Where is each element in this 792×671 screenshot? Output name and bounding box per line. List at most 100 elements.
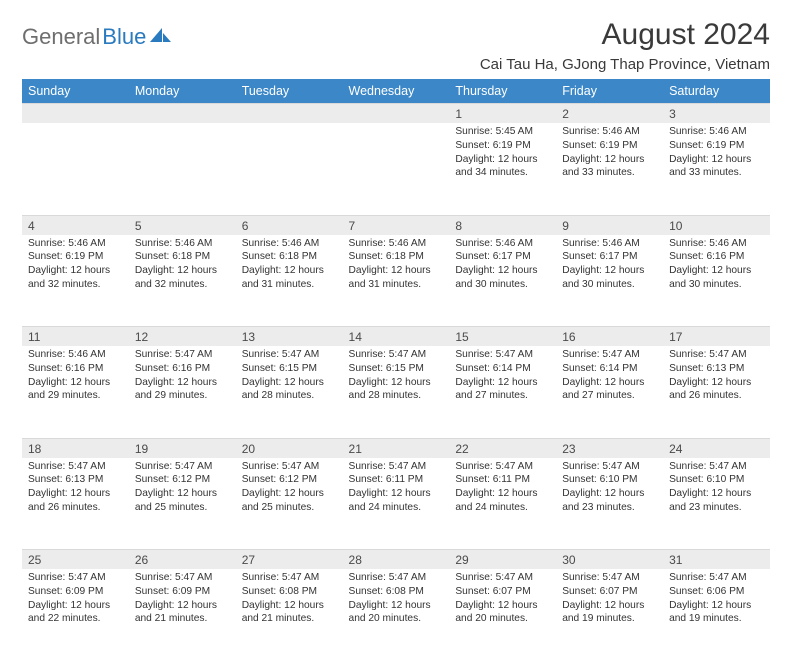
daylight-text: Daylight: 12 hours and 29 minutes.	[135, 376, 230, 404]
sunrise-text: Sunrise: 5:47 AM	[242, 460, 337, 474]
daylight-text: Daylight: 12 hours and 23 minutes.	[669, 487, 764, 515]
sunset-text: Sunset: 6:18 PM	[242, 250, 337, 264]
day-number: 29	[449, 550, 556, 570]
day-number-row: 123	[22, 104, 770, 124]
sunset-text: Sunset: 6:19 PM	[669, 139, 764, 153]
daylight-text: Daylight: 12 hours and 21 minutes.	[242, 599, 337, 627]
sunrise-text: Sunrise: 5:47 AM	[562, 460, 657, 474]
sunrise-text: Sunrise: 5:47 AM	[135, 571, 230, 585]
day-cell: Sunrise: 5:47 AMSunset: 6:13 PMDaylight:…	[663, 346, 770, 438]
day-cell: Sunrise: 5:47 AMSunset: 6:11 PMDaylight:…	[343, 458, 450, 550]
day-number: 5	[129, 215, 236, 235]
month-title: August 2024	[480, 18, 770, 52]
sunset-text: Sunset: 6:10 PM	[669, 473, 764, 487]
sunset-text: Sunset: 6:16 PM	[28, 362, 123, 376]
weekday-header: Wednesday	[343, 79, 450, 104]
daylight-text: Daylight: 12 hours and 30 minutes.	[562, 264, 657, 292]
day-number: 31	[663, 550, 770, 570]
daylight-text: Daylight: 12 hours and 28 minutes.	[242, 376, 337, 404]
sunset-text: Sunset: 6:13 PM	[28, 473, 123, 487]
sunrise-text: Sunrise: 5:47 AM	[455, 571, 550, 585]
day-cell: Sunrise: 5:45 AMSunset: 6:19 PMDaylight:…	[449, 123, 556, 215]
day-number: 27	[236, 550, 343, 570]
brand-logo: GeneralBlue	[22, 18, 172, 50]
day-cell: Sunrise: 5:47 AMSunset: 6:08 PMDaylight:…	[343, 569, 450, 661]
day-cell: Sunrise: 5:46 AMSunset: 6:17 PMDaylight:…	[556, 235, 663, 327]
weekday-header: Monday	[129, 79, 236, 104]
day-number: 3	[663, 104, 770, 124]
day-number: 2	[556, 104, 663, 124]
day-number: 24	[663, 438, 770, 458]
day-cell	[343, 123, 450, 215]
daylight-text: Daylight: 12 hours and 27 minutes.	[562, 376, 657, 404]
sunset-text: Sunset: 6:17 PM	[562, 250, 657, 264]
day-cell: Sunrise: 5:47 AMSunset: 6:15 PMDaylight:…	[343, 346, 450, 438]
day-number: 21	[343, 438, 450, 458]
day-cell: Sunrise: 5:47 AMSunset: 6:10 PMDaylight:…	[556, 458, 663, 550]
daylight-text: Daylight: 12 hours and 25 minutes.	[242, 487, 337, 515]
sunrise-text: Sunrise: 5:46 AM	[669, 125, 764, 139]
sunset-text: Sunset: 6:08 PM	[242, 585, 337, 599]
sunrise-text: Sunrise: 5:47 AM	[669, 348, 764, 362]
sunset-text: Sunset: 6:11 PM	[455, 473, 550, 487]
sunrise-text: Sunrise: 5:46 AM	[28, 237, 123, 251]
daylight-text: Daylight: 12 hours and 19 minutes.	[562, 599, 657, 627]
sunset-text: Sunset: 6:13 PM	[669, 362, 764, 376]
day-cell: Sunrise: 5:47 AMSunset: 6:16 PMDaylight:…	[129, 346, 236, 438]
sunset-text: Sunset: 6:16 PM	[135, 362, 230, 376]
daylight-text: Daylight: 12 hours and 22 minutes.	[28, 599, 123, 627]
sunset-text: Sunset: 6:14 PM	[562, 362, 657, 376]
day-number: 19	[129, 438, 236, 458]
day-cell: Sunrise: 5:46 AMSunset: 6:19 PMDaylight:…	[663, 123, 770, 215]
day-cell: Sunrise: 5:47 AMSunset: 6:12 PMDaylight:…	[236, 458, 343, 550]
day-number: 7	[343, 215, 450, 235]
sunrise-text: Sunrise: 5:46 AM	[349, 237, 444, 251]
day-number-row: 45678910	[22, 215, 770, 235]
day-cell: Sunrise: 5:46 AMSunset: 6:18 PMDaylight:…	[236, 235, 343, 327]
sunset-text: Sunset: 6:19 PM	[455, 139, 550, 153]
daylight-text: Daylight: 12 hours and 28 minutes.	[349, 376, 444, 404]
brand-part2: Blue	[102, 24, 146, 50]
day-cell: Sunrise: 5:46 AMSunset: 6:16 PMDaylight:…	[22, 346, 129, 438]
sunset-text: Sunset: 6:12 PM	[242, 473, 337, 487]
brand-part1: General	[22, 24, 100, 50]
sunset-text: Sunset: 6:12 PM	[135, 473, 230, 487]
day-content-row: Sunrise: 5:46 AMSunset: 6:19 PMDaylight:…	[22, 235, 770, 327]
day-cell	[22, 123, 129, 215]
day-number	[236, 104, 343, 124]
calendar-table: Sunday Monday Tuesday Wednesday Thursday…	[22, 79, 770, 661]
daylight-text: Daylight: 12 hours and 32 minutes.	[28, 264, 123, 292]
day-number: 6	[236, 215, 343, 235]
day-number: 17	[663, 327, 770, 347]
sunrise-text: Sunrise: 5:47 AM	[242, 348, 337, 362]
daylight-text: Daylight: 12 hours and 25 minutes.	[135, 487, 230, 515]
sunset-text: Sunset: 6:08 PM	[349, 585, 444, 599]
sunrise-text: Sunrise: 5:47 AM	[562, 348, 657, 362]
sunrise-text: Sunrise: 5:47 AM	[28, 460, 123, 474]
daylight-text: Daylight: 12 hours and 20 minutes.	[455, 599, 550, 627]
sunset-text: Sunset: 6:11 PM	[349, 473, 444, 487]
day-content-row: Sunrise: 5:46 AMSunset: 6:16 PMDaylight:…	[22, 346, 770, 438]
title-block: August 2024 Cai Tau Ha, GJong Thap Provi…	[480, 18, 770, 73]
day-cell: Sunrise: 5:47 AMSunset: 6:13 PMDaylight:…	[22, 458, 129, 550]
day-cell: Sunrise: 5:46 AMSunset: 6:18 PMDaylight:…	[343, 235, 450, 327]
sunrise-text: Sunrise: 5:47 AM	[349, 348, 444, 362]
sunset-text: Sunset: 6:18 PM	[135, 250, 230, 264]
day-number: 13	[236, 327, 343, 347]
day-cell: Sunrise: 5:47 AMSunset: 6:14 PMDaylight:…	[449, 346, 556, 438]
sunrise-text: Sunrise: 5:47 AM	[562, 571, 657, 585]
daylight-text: Daylight: 12 hours and 31 minutes.	[349, 264, 444, 292]
sunrise-text: Sunrise: 5:47 AM	[349, 571, 444, 585]
sunrise-text: Sunrise: 5:47 AM	[669, 460, 764, 474]
day-number	[129, 104, 236, 124]
day-number: 26	[129, 550, 236, 570]
daylight-text: Daylight: 12 hours and 29 minutes.	[28, 376, 123, 404]
sunrise-text: Sunrise: 5:46 AM	[562, 237, 657, 251]
sunrise-text: Sunrise: 5:46 AM	[135, 237, 230, 251]
sunset-text: Sunset: 6:14 PM	[455, 362, 550, 376]
weekday-header: Sunday	[22, 79, 129, 104]
day-cell: Sunrise: 5:47 AMSunset: 6:09 PMDaylight:…	[129, 569, 236, 661]
day-cell: Sunrise: 5:46 AMSunset: 6:16 PMDaylight:…	[663, 235, 770, 327]
sunset-text: Sunset: 6:16 PM	[669, 250, 764, 264]
daylight-text: Daylight: 12 hours and 20 minutes.	[349, 599, 444, 627]
